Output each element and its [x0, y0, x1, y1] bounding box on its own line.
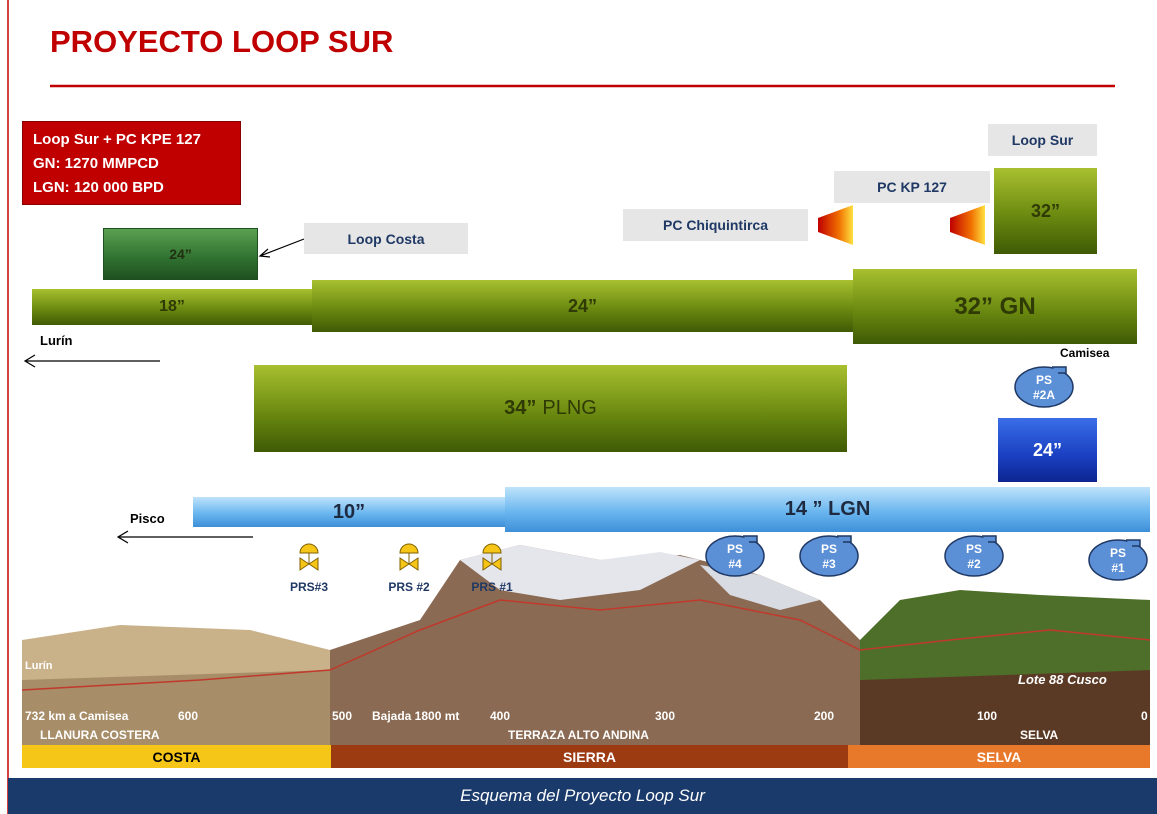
info-line: LGN: 120 000 BPD	[33, 176, 230, 200]
place-label: Camisea	[1060, 346, 1109, 360]
pressure-station-label: PRS#3	[290, 580, 328, 594]
pipe: 18”	[32, 289, 312, 325]
callout-label: PC KP 127	[834, 171, 990, 203]
place-label: Lurín	[25, 660, 53, 672]
callout-label: Loop Sur	[988, 124, 1097, 156]
pump-station-label: #3	[822, 557, 836, 571]
pump-station-label: PS	[966, 542, 982, 556]
pump-station-label: PS	[821, 542, 837, 556]
km-label: Bajada 1800 mt	[372, 709, 459, 723]
pipe: 32”	[994, 168, 1097, 254]
pipe: 10”	[193, 497, 505, 527]
place-label: Lote 88 Cusco	[1018, 672, 1107, 687]
info-line: GN: 1270 MMPCD	[33, 152, 230, 176]
zone-label: TERRAZA ALTO ANDINA	[508, 728, 649, 742]
region-label: SIERRA	[331, 745, 848, 768]
zone-label: LLANURA COSTERA	[40, 728, 160, 742]
reducer	[818, 205, 853, 245]
callout-label: PC Chiquintirca	[623, 209, 808, 241]
footer-caption: Esquema del Proyecto Loop Sur	[8, 778, 1157, 814]
km-label: 732 km a Camisea	[25, 709, 128, 723]
info-line: Loop Sur + PC KPE 127	[33, 128, 230, 152]
km-label: 200	[814, 709, 834, 723]
pump-station-label: PS	[727, 542, 743, 556]
pipe: 14 ” LGN	[505, 487, 1150, 532]
region-label: SELVA	[848, 745, 1150, 768]
pipe: 24”	[312, 280, 853, 332]
pump-station-label: PS	[1110, 546, 1126, 560]
km-label: 500	[332, 709, 352, 723]
title: PROYECTO LOOP SUR	[50, 24, 393, 60]
slide: PS#2APS#4PS#3PS#2PS#1PRS#3PRS #2PRS #1 P…	[0, 0, 1157, 814]
reducer	[950, 205, 985, 245]
pipe: 24”	[103, 228, 258, 280]
pump-station-label: #4	[728, 557, 742, 571]
pipe-label: 34”	[504, 397, 536, 420]
pipe: 34” PLNG	[254, 365, 847, 452]
valve	[400, 544, 418, 553]
zone-label: SELVA	[1020, 728, 1058, 742]
pressure-station-label: PRS #1	[471, 580, 513, 594]
callout-label: Loop Costa	[304, 223, 468, 254]
pump-station-label: PS	[1036, 373, 1052, 387]
region-label: COSTA	[22, 745, 331, 768]
km-label: 0	[1141, 709, 1148, 723]
pipe: 32” GN	[853, 269, 1137, 344]
pump-station-label: #2A	[1033, 388, 1055, 402]
pipe: 24”	[998, 418, 1097, 482]
km-label: 600	[178, 709, 198, 723]
valve	[300, 544, 318, 553]
pump-station-label: #1	[1111, 561, 1125, 575]
pump-station-label: #2	[967, 557, 981, 571]
valve	[483, 544, 501, 553]
km-label: 400	[490, 709, 510, 723]
km-label: 300	[655, 709, 675, 723]
place-label: Lurín	[40, 333, 73, 348]
pressure-station-label: PRS #2	[388, 580, 430, 594]
place-label: Pisco	[130, 511, 165, 526]
pipe-label: PLNG	[542, 397, 596, 420]
km-label: 100	[977, 709, 997, 723]
